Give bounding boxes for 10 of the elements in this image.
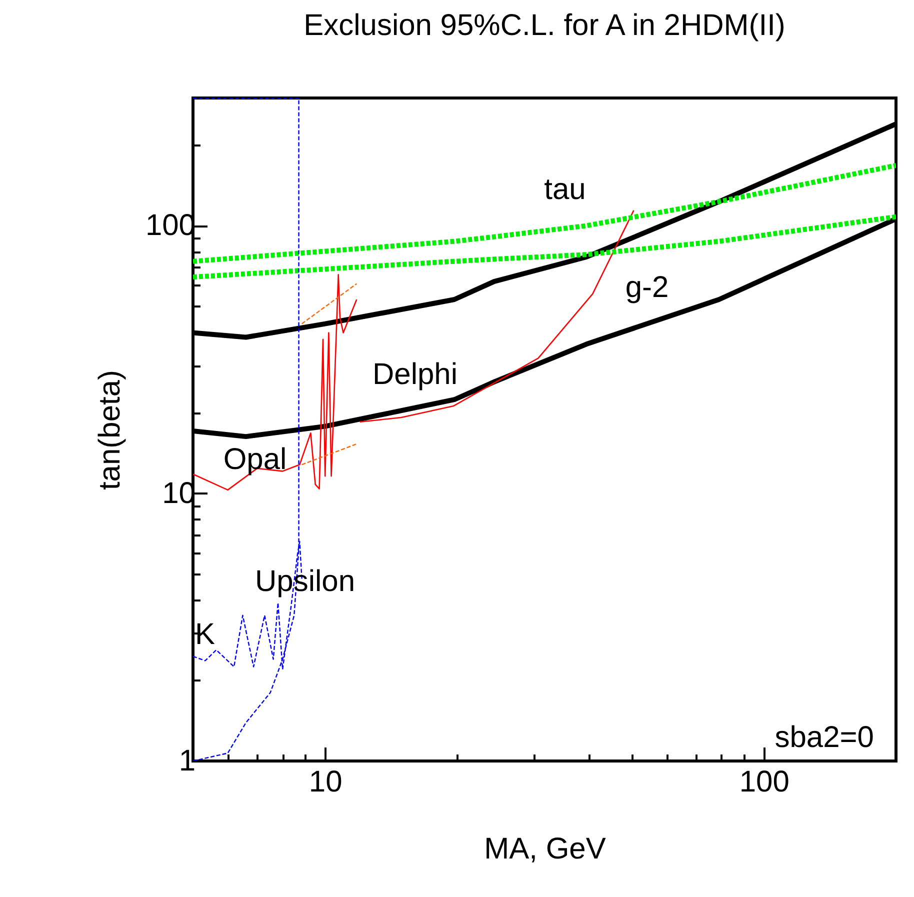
annotation: Opal [223,443,287,476]
y-axis-title: tan(beta) [93,370,126,490]
y-tick-label: 1 [178,744,196,778]
annotation: Delphi [372,358,458,391]
annotation: K [195,618,216,651]
x-axis-title: MA, GeV [484,832,606,866]
annotation: tau [544,173,586,206]
annotation: g-2 [625,271,669,304]
annotation: sba2=0 [774,721,874,754]
chart-title: Exclusion 95%C.L. for A in 2HDM(II) [304,9,786,42]
